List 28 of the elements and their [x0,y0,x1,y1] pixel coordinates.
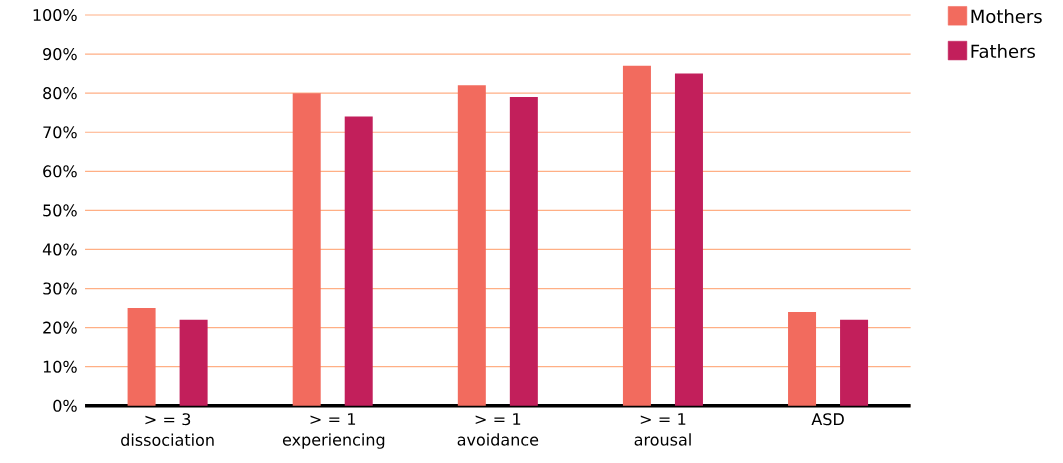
y-tick-label: 10% [43,360,77,373]
bar [509,97,538,406]
y-tick-label: 80% [43,87,77,100]
bar [127,308,156,406]
bar [179,319,208,406]
x-tick-label: > = 3 dissociation [121,413,214,447]
y-tick-label: 0% [53,399,77,412]
bar [622,65,651,406]
y-tick-label: 40% [42,243,77,256]
bar [788,312,817,406]
bar [457,85,486,406]
y-tick-label: 90% [43,48,77,61]
x-tick-label: > = 1 arousal [634,413,691,446]
bar [344,116,373,406]
x-tick-label: > = 1 experiencing [282,413,385,449]
bar [840,319,869,406]
y-tick-label: 60% [43,165,77,178]
y-tick-label: 30% [43,282,77,295]
legend-label: Fathers [971,44,1035,59]
bar [292,93,321,406]
y-tick-label: 20% [43,321,77,334]
legend-label: Mothers [971,9,1042,24]
y-tick-label: 70% [43,126,77,139]
y-tick-label: 100% [33,9,77,22]
bar [674,73,703,406]
x-tick-label: > = 1 avoidance [457,413,539,446]
y-tick-label: 50% [43,204,77,217]
x-tick-label: ASD [811,413,844,426]
